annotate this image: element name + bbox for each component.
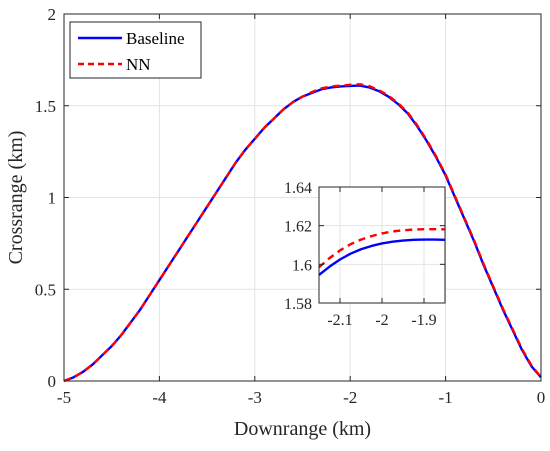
- main-ticks: [63, 13, 542, 382]
- main-y-tick-label: 1.5: [35, 97, 56, 116]
- inset-x-tick-label: -2.1: [327, 312, 352, 329]
- inset-y-tick-label: 1.62: [284, 219, 312, 236]
- main-y-tick-label: 0.5: [35, 280, 56, 299]
- inset-y-tick-label: 1.6: [292, 257, 312, 274]
- main-x-tick-label: -2: [343, 388, 357, 407]
- main-x-tick-label: -1: [439, 388, 453, 407]
- main-tick-labels: -5 -4 -3 -2 -1 0 0 0.5 1 1.5 2: [35, 5, 546, 407]
- inset-x-tick-label: -2: [375, 312, 388, 329]
- main-x-tick-label: -4: [152, 388, 167, 407]
- inset-ticks: [319, 186, 445, 304]
- inset-x-tick-label: -1.9: [411, 312, 436, 329]
- legend-label-nn: NN: [126, 55, 151, 74]
- main-x-tick-label: 0: [537, 388, 546, 407]
- legend-label-baseline: Baseline: [126, 29, 185, 48]
- main-series-layer: [63, 83, 542, 383]
- main-y-tick-label: 0: [48, 372, 57, 391]
- main-series-line-nn: [63, 83, 542, 383]
- inset-series-layer: [318, 227, 446, 276]
- inset-series-line-baseline: [318, 238, 446, 276]
- inset-series-line-nn: [318, 227, 446, 269]
- legend-box: [69, 21, 202, 79]
- inset-tick-labels: -2.1 -2 -1.9 1.58 1.6 1.62 1.64: [284, 180, 437, 329]
- main-y-tick-label: 1: [48, 189, 57, 208]
- y-axis-title: Crossrange (km): [5, 131, 27, 265]
- inset-y-tick-label: 1.64: [284, 180, 312, 197]
- main-x-tick-label: -3: [248, 388, 262, 407]
- main-y-tick-label: 2: [48, 5, 57, 24]
- inset-axes: -2.1 -2 -1.9 1.58 1.6 1.62 1.64: [284, 180, 446, 329]
- legend: Baseline NN: [69, 21, 202, 79]
- inset-y-tick-label: 1.58: [284, 296, 312, 313]
- main-x-tick-label: -5: [57, 388, 71, 407]
- x-axis-title: Downrange (km): [234, 418, 371, 440]
